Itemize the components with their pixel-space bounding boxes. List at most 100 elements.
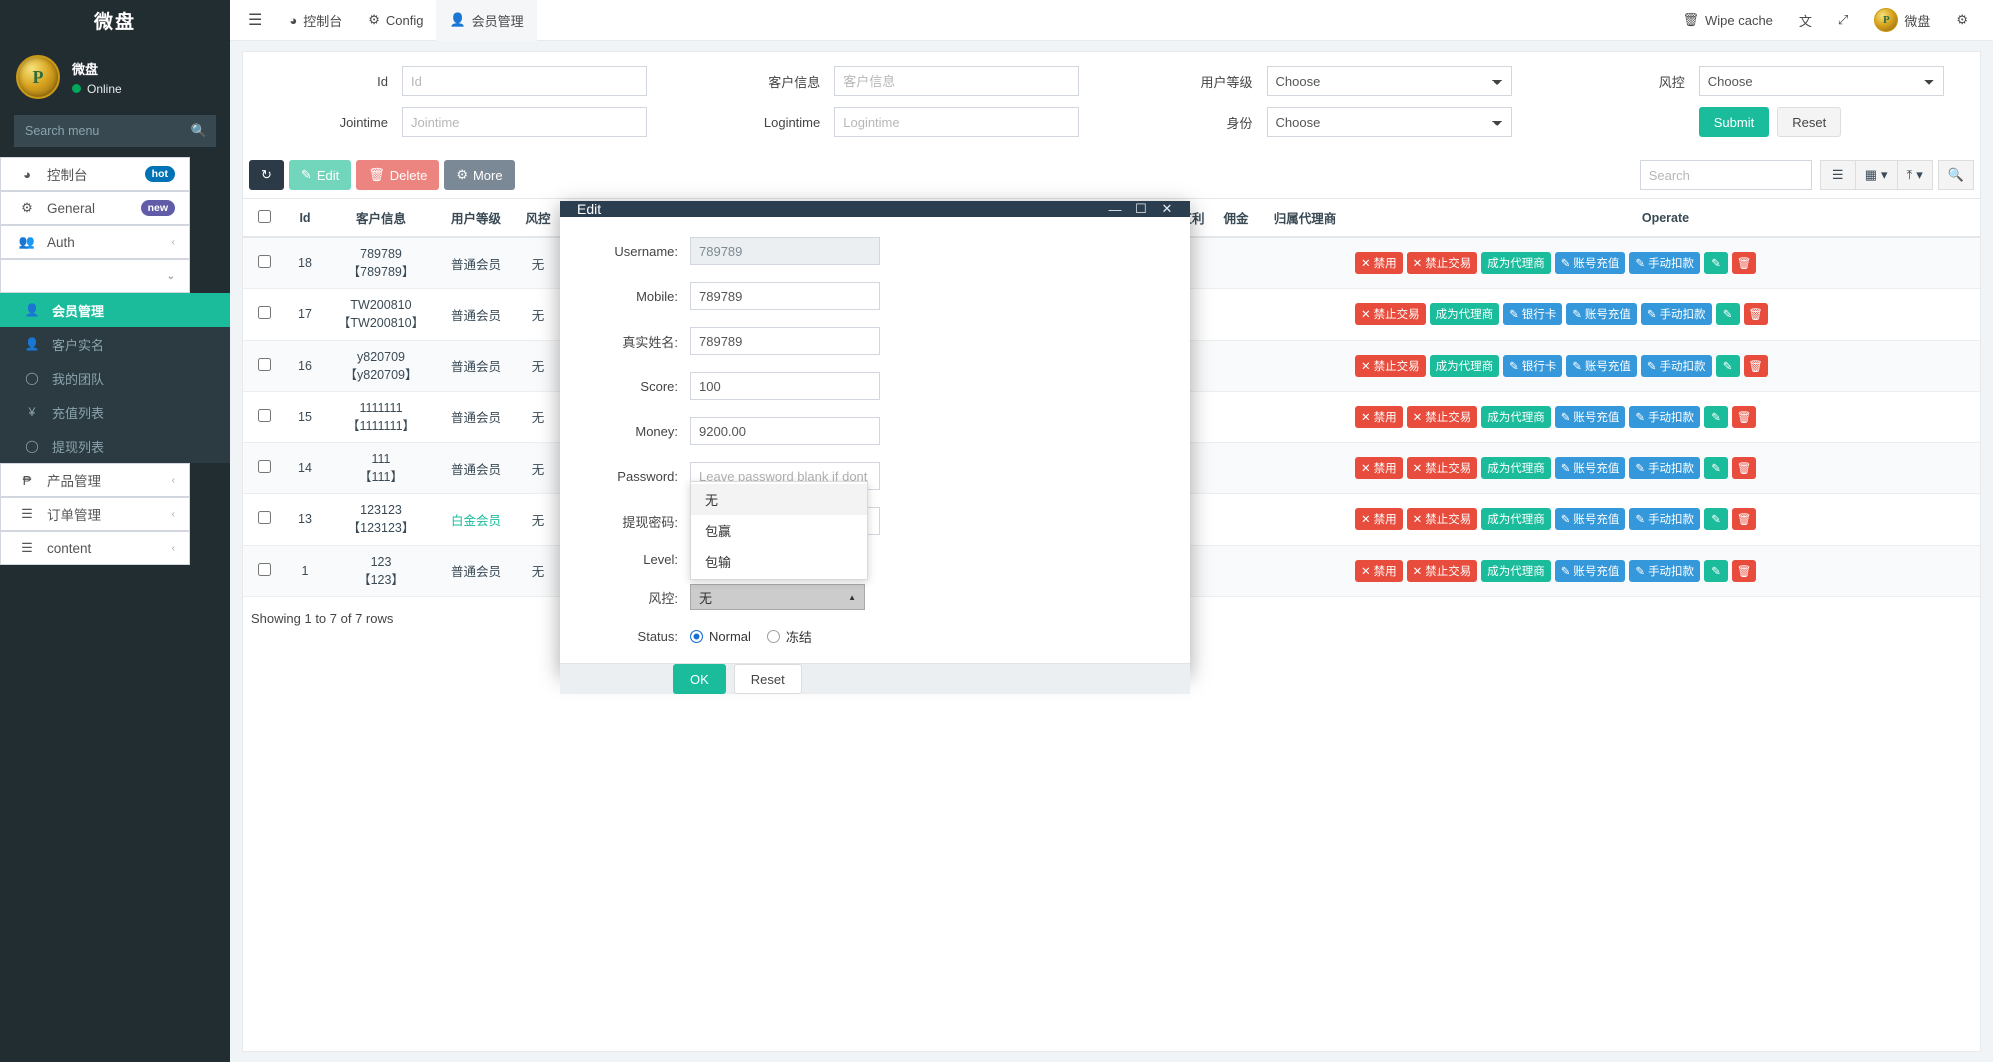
realname-input[interactable]: [690, 327, 880, 355]
op-button-1[interactable]: ✕ 禁止交易: [1406, 252, 1478, 275]
ok-button[interactable]: OK: [673, 664, 726, 694]
op-button-6[interactable]: 🗑: [1743, 303, 1768, 326]
op-button-1[interactable]: ✕ 禁止交易: [1406, 457, 1478, 480]
op-button-5[interactable]: ✎: [1704, 508, 1729, 531]
op-button-5[interactable]: ✎: [1704, 457, 1729, 480]
select-all-checkbox[interactable]: [257, 209, 271, 223]
export-button[interactable]: ⤒ ▾: [1896, 160, 1933, 190]
row-select-cell[interactable]: [243, 391, 285, 444]
op-button-1[interactable]: ✕ 禁止交易: [1406, 405, 1478, 428]
status-radio-normal[interactable]: Normal: [690, 629, 751, 644]
op-button-3[interactable]: ✎ 账号充值: [1554, 457, 1626, 480]
customer-info-input[interactable]: [834, 66, 1080, 96]
op-button-4[interactable]: ✎ 手动扣款: [1640, 303, 1712, 326]
op-button-0[interactable]: ✕ 禁用: [1355, 405, 1403, 428]
op-button-6[interactable]: 🗑: [1732, 559, 1757, 582]
risk-option-1[interactable]: 包赢: [705, 524, 732, 539]
col-id[interactable]: Id: [285, 198, 325, 238]
row-checkbox[interactable]: [257, 562, 271, 576]
op-button-2[interactable]: 成为代理商: [1481, 457, 1551, 480]
select-all-header[interactable]: [243, 198, 285, 238]
columns-button[interactable]: ▦ ▾: [1854, 160, 1898, 190]
op-button-4[interactable]: ✎ 手动扣款: [1629, 457, 1701, 480]
sidebar-search[interactable]: 🔍: [14, 115, 216, 147]
user-menu-button[interactable]: P 微盘: [1861, 0, 1943, 41]
op-button-6[interactable]: 🗑: [1732, 457, 1757, 480]
identity-select[interactable]: Choose: [1266, 107, 1512, 137]
op-button-3[interactable]: ✎ 账号充值: [1554, 508, 1626, 531]
sidebar-subitem-my-team[interactable]: ◯ 我的团队: [0, 361, 230, 395]
op-button-1[interactable]: 成为代理商: [1429, 354, 1500, 377]
maximize-icon[interactable]: ☐: [1135, 201, 1147, 216]
op-button-2[interactable]: 成为代理商: [1481, 252, 1551, 275]
op-button-2[interactable]: ✎ 银行卡: [1503, 303, 1563, 326]
submit-button[interactable]: Submit: [1698, 107, 1770, 137]
col-commission[interactable]: 佣金: [1213, 198, 1259, 238]
id-input[interactable]: [402, 66, 647, 96]
row-select-cell[interactable]: [243, 237, 285, 290]
detail-view-button[interactable]: ☰: [1819, 160, 1856, 190]
col-operate[interactable]: Operate: [1351, 198, 1980, 238]
col-customer-info[interactable]: 客户信息: [325, 198, 437, 238]
sidebar-item-content[interactable]: ☰ content ‹: [0, 531, 190, 565]
jointime-input[interactable]: [402, 107, 647, 137]
sidebar-item-auth[interactable]: 👥 Auth ‹: [0, 225, 190, 259]
logintime-input[interactable]: [834, 107, 1080, 137]
col-risk[interactable]: 风控: [515, 198, 561, 238]
risk-select[interactable]: Choose: [1698, 66, 1944, 96]
op-button-4[interactable]: ✎ 手动扣款: [1629, 252, 1701, 275]
op-button-5[interactable]: ✎: [1715, 354, 1740, 377]
op-button-1[interactable]: 成为代理商: [1429, 303, 1500, 326]
tab-member-management[interactable]: 👤 会员管理: [436, 0, 537, 41]
row-checkbox[interactable]: [257, 408, 271, 422]
tab-config[interactable]: ⚙ Config: [355, 0, 436, 41]
op-button-3[interactable]: ✎ 账号充值: [1566, 303, 1637, 326]
sidebar-toggle-button[interactable]: ☰: [248, 12, 263, 29]
row-select-cell[interactable]: [243, 493, 285, 546]
search-menu-input[interactable]: [14, 115, 216, 147]
col-agent[interactable]: 归属代理商: [1259, 198, 1351, 238]
sidebar-item-product-management[interactable]: ₱ 产品管理 ‹: [0, 463, 190, 497]
row-checkbox[interactable]: [257, 306, 271, 320]
status-radio-frozen[interactable]: 冻结: [766, 627, 812, 646]
sidebar-subitem-customer-realname[interactable]: 👤 客户实名: [0, 327, 230, 361]
op-button-4[interactable]: ✎ 手动扣款: [1629, 508, 1701, 531]
op-button-4[interactable]: ✎ 手动扣款: [1640, 354, 1712, 377]
row-select-cell[interactable]: [243, 545, 285, 597]
col-user-level[interactable]: 用户等级: [437, 198, 515, 238]
minimize-icon[interactable]: —: [1108, 201, 1122, 217]
op-button-6[interactable]: 🗑: [1732, 252, 1757, 275]
op-button-6[interactable]: 🗑: [1732, 405, 1757, 428]
fullscreen-button[interactable]: ⤢: [1825, 0, 1861, 41]
mobile-input[interactable]: [690, 282, 880, 310]
table-search-input[interactable]: [1639, 160, 1812, 190]
op-button-2[interactable]: 成为代理商: [1481, 508, 1551, 531]
tab-dashboard[interactable]: ◕ 控制台: [276, 0, 355, 41]
op-button-0[interactable]: ✕ 禁用: [1355, 508, 1403, 531]
language-switch-button[interactable]: 文: [1786, 0, 1825, 41]
refresh-button[interactable]: ↻: [249, 160, 284, 190]
money-input[interactable]: [690, 417, 880, 445]
sidebar-item-general[interactable]: ⚙ General new: [0, 191, 190, 225]
modal-reset-button[interactable]: Reset: [733, 664, 802, 694]
sidebar-item-order-management[interactable]: ☰ 订单管理 ‹: [0, 497, 190, 531]
op-button-3[interactable]: ✎ 账号充值: [1566, 354, 1637, 377]
row-select-cell[interactable]: [243, 442, 285, 495]
score-input[interactable]: [690, 372, 880, 400]
risk-select-button[interactable]: 无 ▲: [690, 584, 865, 610]
op-button-5[interactable]: ✎: [1715, 303, 1740, 326]
op-button-5[interactable]: ✎: [1704, 405, 1729, 428]
wipe-cache-button[interactable]: 🗑 Wipe cache: [1669, 0, 1785, 41]
op-button-0[interactable]: ✕ 禁用: [1355, 559, 1403, 582]
op-button-2[interactable]: 成为代理商: [1481, 405, 1551, 428]
op-button-5[interactable]: ✎: [1704, 559, 1729, 582]
op-button-1[interactable]: ✕ 禁止交易: [1406, 559, 1478, 582]
op-button-1[interactable]: ✕ 禁止交易: [1406, 508, 1478, 531]
risk-option-2[interactable]: 包输: [705, 555, 732, 570]
row-select-cell[interactable]: [243, 340, 285, 392]
edit-button[interactable]: ✎ Edit: [288, 160, 352, 190]
op-button-3[interactable]: ✎ 账号充值: [1554, 405, 1626, 428]
row-checkbox[interactable]: [257, 357, 271, 371]
op-button-3[interactable]: ✎ 账号充值: [1554, 252, 1626, 275]
op-button-4[interactable]: ✎ 手动扣款: [1629, 405, 1701, 428]
